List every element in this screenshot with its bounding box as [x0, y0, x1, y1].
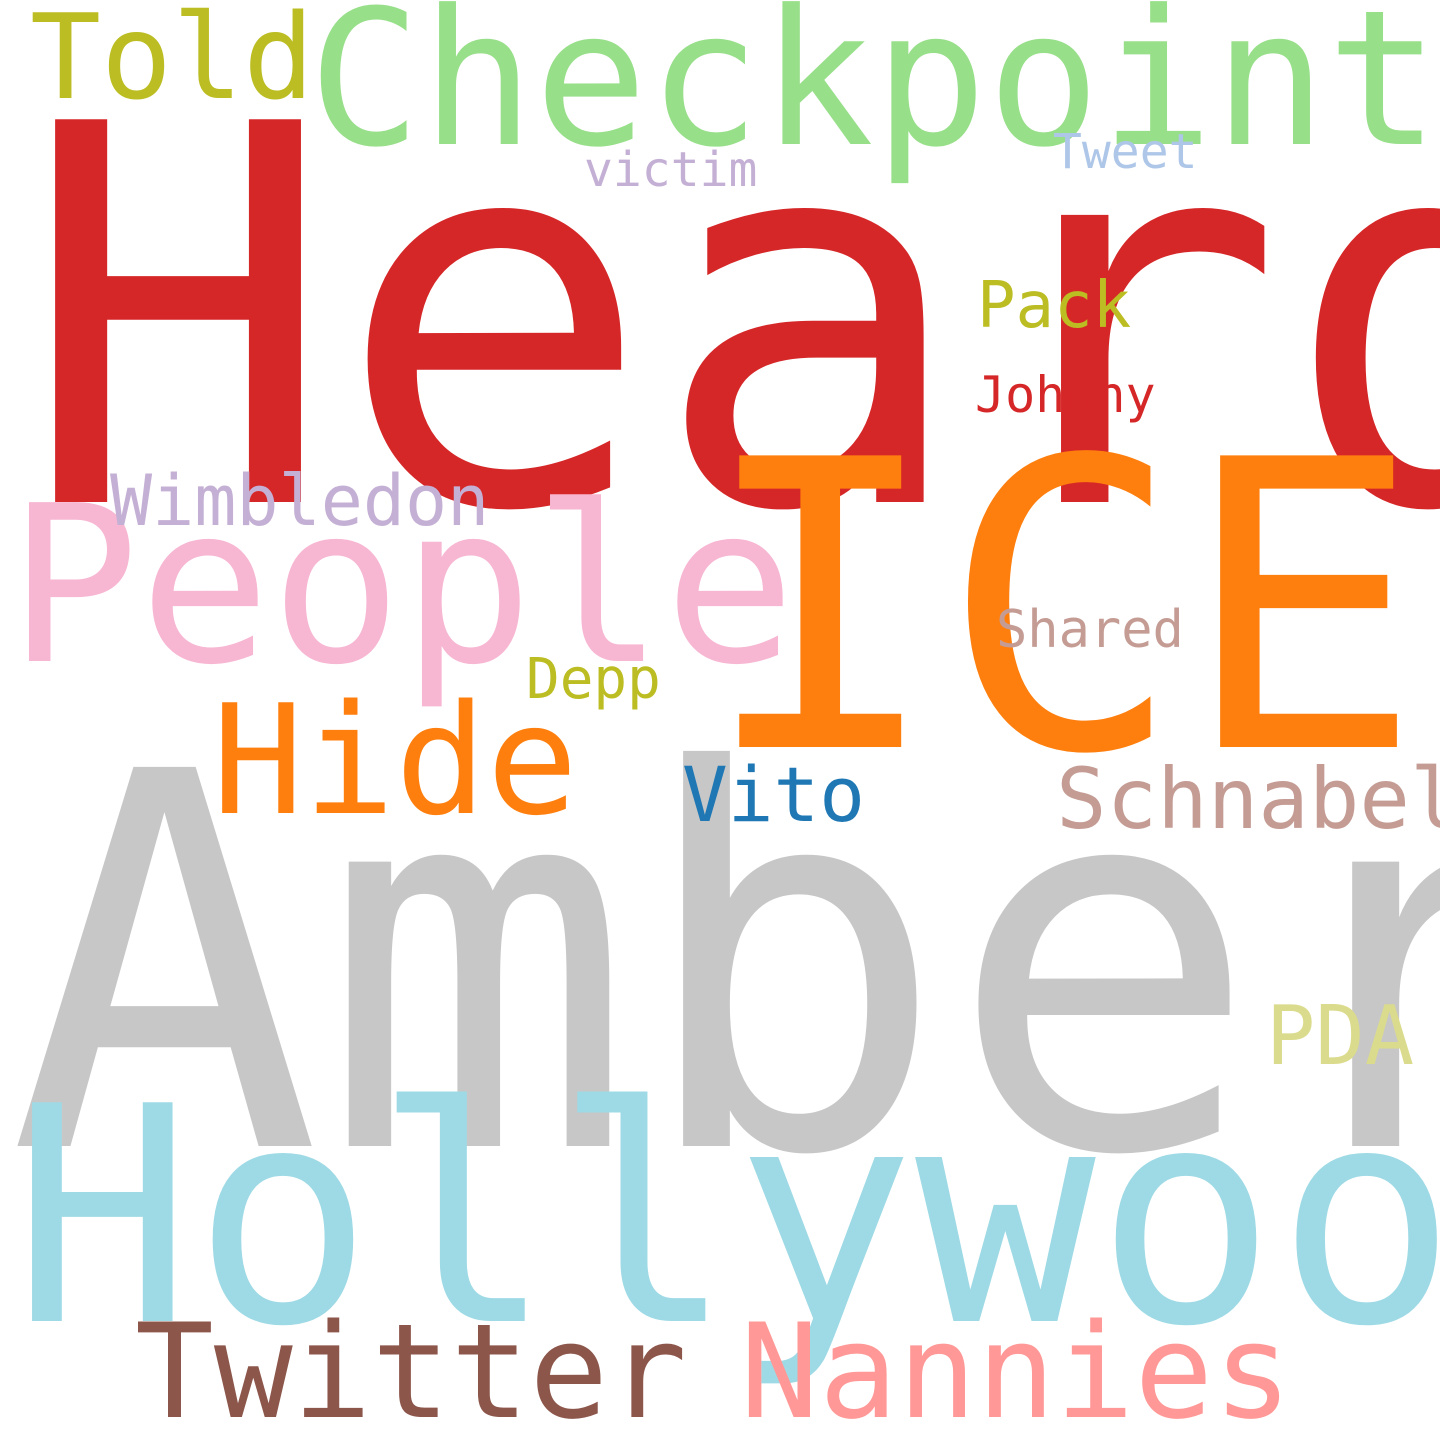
word-tweet: Tweet	[1053, 124, 1198, 180]
word-heard: Heard	[20, 15, 1440, 626]
word-told: Told	[30, 0, 315, 126]
word-johnny: Johnny	[975, 366, 1156, 424]
word-checkpoint: Checkpoint	[308, 0, 1440, 189]
word-wimbledon: Wimbledon	[110, 460, 490, 542]
word-pda: PDA	[1266, 989, 1415, 1084]
word-depp: Depp	[526, 647, 661, 712]
word-schnabel: Schnabel	[1056, 750, 1440, 848]
word-shared: Shared	[996, 600, 1184, 660]
word-twitter: Twitter	[135, 1295, 688, 1440]
word-vito: Vito	[682, 750, 866, 839]
word-hollywood: Hollywood	[12, 1043, 1440, 1392]
word-pack: Pack	[977, 269, 1132, 343]
word-amber: Amber	[8, 663, 1440, 1269]
word-ice: ICE	[700, 377, 1423, 842]
word-nannies: Nannies	[740, 1295, 1293, 1440]
word-hide: Hide	[212, 672, 579, 849]
word-people: People	[8, 460, 796, 713]
word-victim: victim	[584, 142, 758, 198]
